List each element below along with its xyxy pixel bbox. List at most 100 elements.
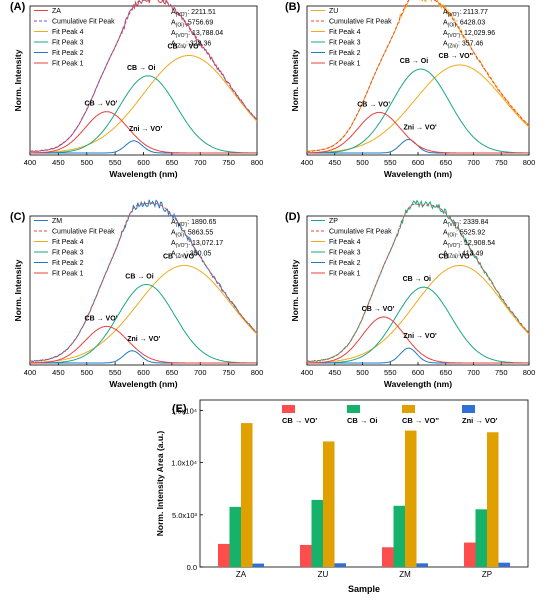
x-tick-label: 500	[80, 158, 93, 167]
area-subscript: (VO')	[448, 222, 460, 228]
legend-entry: Cumulative Fit Peak	[52, 229, 115, 236]
area-symbol: A	[171, 219, 176, 226]
bar	[311, 499, 323, 567]
area-symbol: A	[443, 240, 448, 247]
bar-chart-panel: (E) 0.0 5.0x10³ 1.0x10⁴ 1.5x10⁴ Norm. Intensi…	[155, 399, 529, 594]
x-tick-label: 550	[109, 158, 122, 167]
x-tick-label: 400	[301, 368, 314, 377]
panel-letter: (E)	[172, 403, 187, 415]
y-axis-label: Norm. Intensity	[13, 49, 23, 111]
bar	[334, 563, 346, 567]
area-value: A(Oi): 5863.55	[171, 230, 213, 239]
area-subscript: (Zni)	[448, 44, 459, 50]
area-number: : 328.36	[186, 41, 211, 48]
legend-entry: Fit Peak 2	[52, 50, 84, 57]
y-tick-label: 5.0x10³	[172, 511, 198, 520]
x-axis-label: Wavelength (nm)	[384, 379, 452, 389]
bar	[300, 544, 312, 567]
x-tick-label: 600	[137, 368, 150, 377]
bar	[498, 562, 510, 567]
x-tick-label: 800	[523, 368, 536, 377]
area-value: A(VO''): 13,072.17	[171, 240, 223, 249]
area-number: : 2339.84	[459, 219, 488, 226]
x-tick-label: 600	[412, 158, 425, 167]
fit-peak-1-line	[30, 325, 257, 364]
annotation-peak-4: CB → VO''	[439, 53, 474, 60]
area-subscript: (Oi)	[176, 233, 185, 239]
bar	[464, 542, 476, 567]
x-tick-label: 500	[356, 368, 369, 377]
area-subscript: (Zni)	[176, 254, 187, 260]
x-tick-label: ZP	[482, 570, 492, 579]
y-tick-label: 0.0	[187, 563, 197, 572]
spectrum-panel: (D) 400 450 500 550 600 650 700 750 800 Wavelength…	[285, 199, 536, 389]
area-value: A(VO'): 1890.65	[171, 219, 216, 228]
x-tick-label: 750	[222, 368, 235, 377]
bar	[393, 505, 405, 567]
annotation-peak-3: CB → Oi	[400, 58, 428, 65]
legend-entry: Fit Peak 4	[329, 239, 361, 246]
x-tick-label: 700	[194, 368, 207, 377]
panel-letter: (B)	[285, 1, 301, 13]
legend-swatch	[347, 405, 360, 413]
x-axis-label: Sample	[348, 584, 380, 594]
area-subscript: (Oi)	[448, 23, 457, 29]
x-tick-label: 650	[166, 368, 179, 377]
area-number: : 1890.65	[187, 219, 216, 226]
area-subscript: (VO'')	[448, 33, 461, 39]
legend-entry: Fit Peak 1	[329, 61, 361, 68]
area-subscript: (VO'')	[176, 243, 189, 249]
x-axis-label: Wavelength (nm)	[109, 379, 177, 389]
area-symbol: A	[171, 41, 176, 48]
legend-swatch	[402, 405, 415, 413]
x-axis-label: Wavelength (nm)	[384, 169, 452, 179]
area-symbol: A	[443, 20, 448, 27]
x-tick-label: 450	[52, 368, 65, 377]
area-number: : 350.05	[186, 251, 211, 258]
x-tick-label: 700	[194, 158, 207, 167]
area-symbol: A	[171, 20, 176, 27]
cumulative-fit-line	[307, 203, 530, 362]
legend-entry: Fit Peak 2	[52, 260, 84, 267]
bar	[416, 563, 428, 567]
bar	[323, 441, 335, 567]
annotation-peak-1: CB → VO'	[85, 101, 118, 108]
area-number: : 6428.03	[456, 20, 485, 27]
x-tick-label: 450	[52, 158, 65, 167]
plot-frame	[199, 399, 529, 568]
area-value: A(VO'): 2339.84	[443, 219, 488, 228]
fit-peak-1-line	[30, 111, 257, 154]
annotation-peak-4: CB → VO''	[439, 253, 474, 260]
x-tick-label: ZM	[399, 570, 411, 579]
y-axis-label: Norm. Intensity	[13, 259, 23, 321]
x-tick-label: 400	[301, 158, 314, 167]
bar	[487, 432, 499, 567]
area-symbol: A	[171, 240, 176, 247]
bar	[475, 509, 487, 567]
x-tick-label: 800	[523, 158, 536, 167]
legend-entry: Cumulative Fit Peak	[329, 19, 392, 26]
x-axis-label: Wavelength (nm)	[109, 169, 177, 179]
y-axis-label: Norm. Intensity	[290, 259, 300, 321]
area-number: : 2113.77	[459, 9, 488, 16]
x-tick-label: 750	[222, 158, 235, 167]
area-value: A(Oi): 6428.03	[443, 20, 485, 29]
fit-peak-4-line	[30, 265, 258, 364]
annotation-peak-2: Zni → VO'	[127, 336, 161, 343]
area-symbol: A	[443, 41, 448, 48]
area-value: A(VO''): 12,908.54	[443, 240, 495, 249]
area-subscript: (Zni)	[448, 254, 459, 260]
area-value: A(VO''): 13,788.04	[171, 30, 223, 39]
legend-entry: ZP	[329, 218, 338, 225]
panel-letter: (D)	[285, 211, 301, 223]
x-tick-label: 800	[251, 158, 264, 167]
legend-entry: Zni → VO'	[462, 416, 498, 425]
area-value: A(VO'): 2211.51	[171, 9, 216, 18]
fit-peak-1-line	[307, 111, 529, 154]
x-tick-label: 550	[384, 158, 397, 167]
x-tick-label: 450	[328, 158, 341, 167]
area-number: : 2211.51	[187, 9, 216, 16]
cumulative-fit-line	[30, 0, 258, 152]
area-number: : 5525.92	[456, 230, 485, 237]
area-value: A(Zni): 328.36	[171, 41, 211, 50]
